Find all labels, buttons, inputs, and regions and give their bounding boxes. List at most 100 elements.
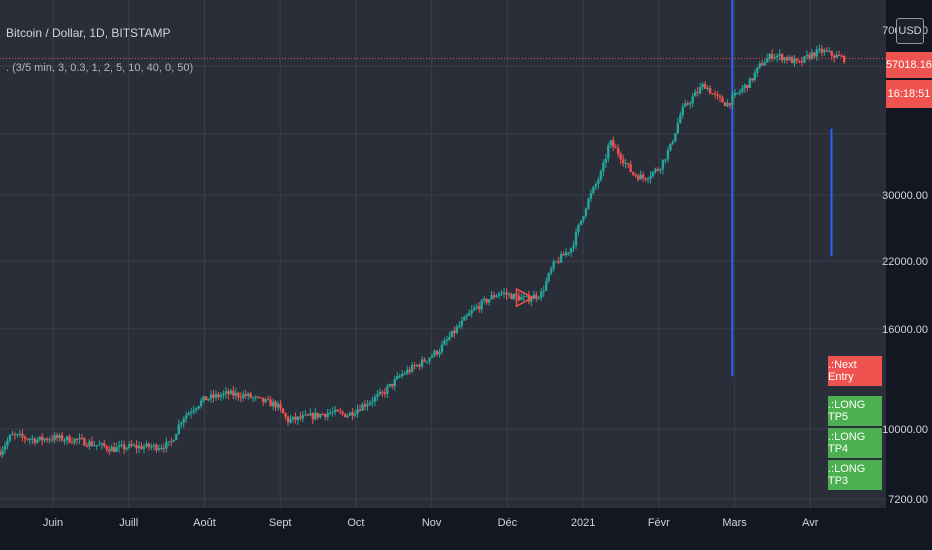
candle-body — [11, 434, 14, 436]
candle-body — [266, 399, 270, 401]
candle-body — [480, 300, 483, 310]
candle-body — [572, 245, 575, 249]
candle-body — [691, 96, 694, 104]
candle-body — [748, 78, 752, 88]
indicator-legend[interactable]: . (3/5 min, 3, 0.3, 1, 2, 5, 10, 40, 0, … — [6, 62, 194, 74]
candle-body — [468, 313, 471, 316]
candle-body — [671, 141, 675, 144]
candle-body — [460, 320, 464, 326]
candle-body — [127, 443, 131, 448]
price-axis-labels: 30000.00 22000.00 16000.00 10000.00 7200.00 — [882, 190, 928, 506]
time-tick-label: Oct — [347, 517, 364, 529]
candle-body — [105, 446, 108, 450]
candle-body — [669, 143, 672, 151]
candle-body — [557, 261, 560, 263]
candle-body — [522, 296, 526, 298]
candle-body — [167, 441, 171, 443]
symbol-title[interactable]: Bitcoin / Dollar, 1D, BITSTAMP — [6, 26, 171, 40]
candle-body — [718, 95, 722, 98]
candle-body — [686, 103, 689, 105]
candle-body — [306, 414, 310, 416]
candle-body — [517, 295, 521, 301]
candle-body — [701, 84, 704, 88]
candle-body — [445, 339, 449, 341]
candle-body — [785, 57, 789, 61]
candle-body — [373, 396, 377, 402]
candle-body — [224, 391, 228, 394]
candle-body — [579, 220, 583, 225]
candle-body — [840, 55, 843, 57]
candle-body — [80, 437, 84, 439]
candle-body — [758, 63, 761, 68]
candle-body — [778, 54, 781, 56]
current-price-label: 57018.16 — [886, 52, 932, 78]
candle-body — [229, 390, 233, 395]
candle-body — [160, 447, 163, 449]
candle-body — [659, 169, 662, 171]
candle-body — [790, 56, 794, 64]
candle-body — [502, 292, 506, 294]
candle-body — [438, 351, 441, 355]
candle-body — [711, 93, 714, 95]
candle-body — [440, 344, 444, 352]
candle-body — [403, 373, 406, 375]
candle-body — [420, 359, 424, 367]
candle-body — [301, 415, 305, 419]
candle-body — [458, 325, 461, 328]
candle-body — [679, 115, 682, 124]
candle-body — [16, 434, 19, 436]
bar-countdown-label: 16:18:51 — [886, 80, 932, 108]
candle-body — [356, 409, 359, 414]
candle-body — [751, 78, 754, 81]
candle-body — [798, 60, 801, 62]
candle-body — [470, 310, 473, 314]
candle-body — [341, 412, 344, 414]
time-scale-background[interactable] — [0, 508, 932, 550]
candle-body — [485, 298, 488, 303]
candle-body — [249, 393, 252, 398]
candle-body — [199, 400, 203, 407]
candle-body — [261, 397, 265, 403]
candle-body — [237, 392, 240, 398]
candle-body — [43, 438, 46, 441]
candle-body — [577, 224, 580, 232]
candle-body — [333, 409, 337, 413]
candle-body — [463, 316, 466, 321]
candle-body — [185, 415, 188, 419]
candle-body — [473, 307, 476, 311]
candle-body — [361, 404, 364, 411]
candle-body — [713, 93, 717, 95]
candle-body — [582, 216, 585, 221]
candle-body — [597, 179, 600, 185]
candle-body — [363, 404, 367, 407]
candle-body — [768, 53, 771, 59]
candle-body — [607, 145, 610, 159]
candle-body — [53, 435, 56, 440]
candle-body — [545, 281, 548, 291]
candle-body — [197, 406, 200, 409]
candle-body — [443, 340, 446, 345]
candle-body — [783, 57, 786, 61]
candle-body — [612, 140, 615, 148]
candle-body — [73, 438, 76, 443]
candle-body — [259, 397, 262, 399]
currency-selector[interactable]: USD — [896, 18, 924, 44]
candle-body — [589, 193, 593, 199]
candle-body — [18, 433, 22, 435]
candle-body — [780, 54, 784, 61]
candle-body — [681, 106, 684, 116]
candle-body — [291, 416, 295, 420]
candle-body — [33, 438, 36, 443]
candle-body — [321, 414, 324, 416]
candle-body — [1, 450, 4, 456]
candle-body — [542, 290, 545, 292]
candle-body — [348, 412, 352, 416]
candle-body — [567, 252, 570, 254]
candle-body — [602, 162, 605, 172]
candle-body — [83, 438, 86, 446]
candle-body — [723, 102, 727, 107]
candle-body — [425, 361, 429, 363]
candle-body — [614, 147, 617, 149]
candle-body — [110, 447, 113, 452]
